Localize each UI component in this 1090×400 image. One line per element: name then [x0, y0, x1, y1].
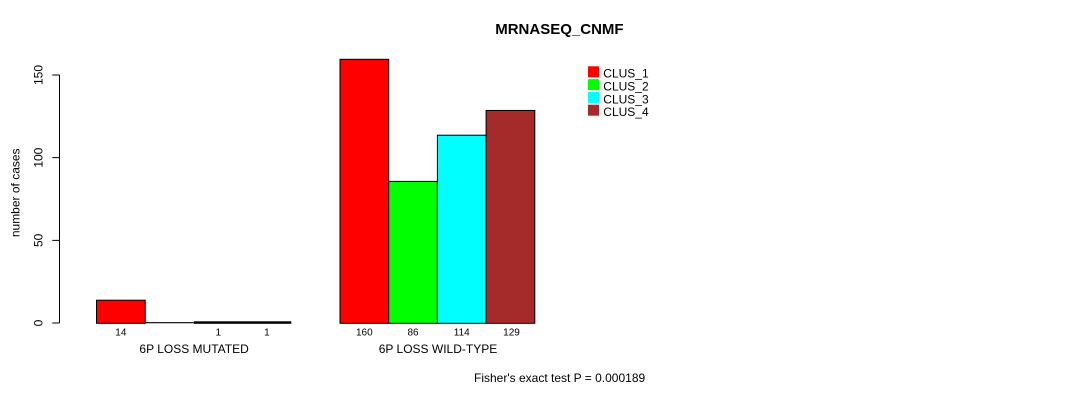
- svg-text:CLUS_1: CLUS_1: [603, 67, 649, 81]
- svg-text:100: 100: [32, 147, 46, 167]
- svg-text:1: 1: [264, 328, 270, 339]
- svg-text:160: 160: [356, 328, 373, 339]
- svg-text:14: 14: [115, 328, 127, 339]
- svg-text:86: 86: [407, 328, 419, 339]
- svg-text:1: 1: [215, 328, 221, 339]
- svg-text:6P LOSS MUTATED: 6P LOSS MUTATED: [139, 342, 249, 356]
- svg-text:6P LOSS WILD-TYPE: 6P LOSS WILD-TYPE: [379, 342, 497, 356]
- svg-text:MRNASEQ_CNMF: MRNASEQ_CNMF: [495, 21, 623, 38]
- svg-text:114: 114: [454, 328, 470, 339]
- svg-text:CLUS_2: CLUS_2: [603, 80, 649, 94]
- svg-text:150: 150: [32, 65, 46, 85]
- svg-text:129: 129: [503, 328, 520, 339]
- svg-text:Fisher's exact test P = 0.0001: Fisher's exact test P = 0.000189: [474, 371, 645, 385]
- svg-text:0: 0: [32, 319, 46, 326]
- svg-text:CLUS_4: CLUS_4: [603, 105, 649, 119]
- svg-text:number of cases: number of cases: [8, 148, 22, 237]
- svg-text:50: 50: [32, 233, 46, 247]
- svg-text:CLUS_3: CLUS_3: [603, 92, 649, 106]
